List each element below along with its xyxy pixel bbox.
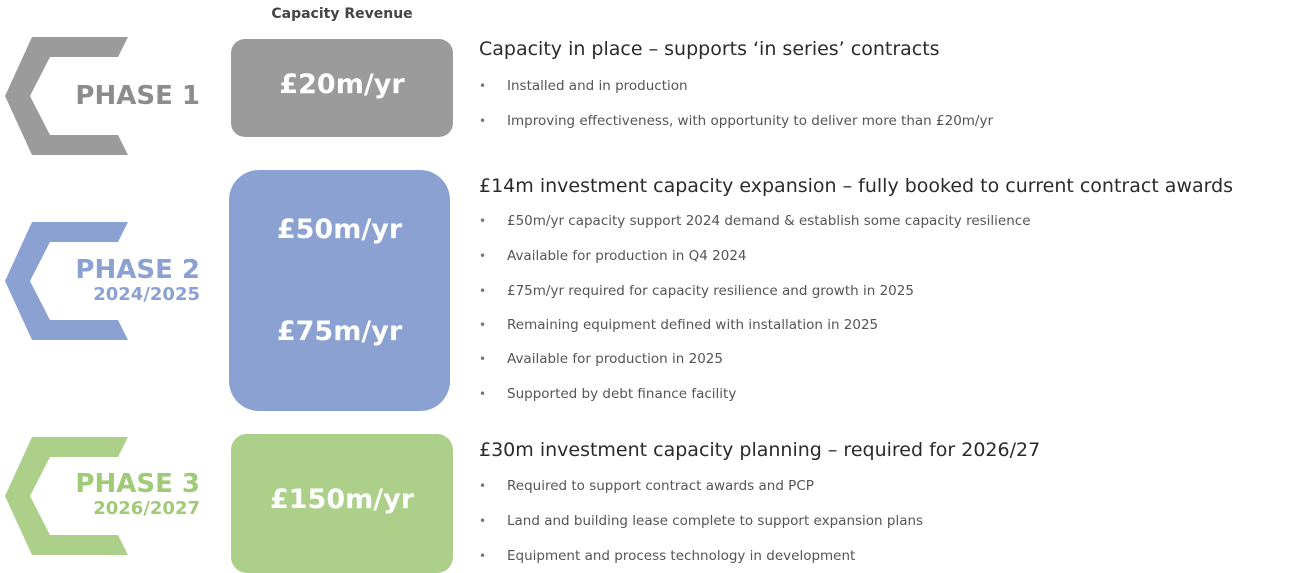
revenue-value: £75m/yr [276, 316, 403, 347]
chevron-shape [5, 222, 128, 340]
column-header: Capacity Revenue [271, 6, 413, 22]
chevron [5, 37, 128, 155]
bullet-text: Available for production in 2025 [507, 351, 723, 367]
bullet-text: Equipment and process technology in deve… [507, 548, 856, 564]
bullet-dot: • [479, 549, 487, 563]
section-heading: £14m investment capacity expansion – ful… [479, 175, 1234, 197]
bullet-dot: • [479, 214, 487, 228]
bullet-dot: • [479, 387, 487, 401]
chevron-shape [5, 37, 128, 155]
bullet-text: £75m/yr required for capacity resilience… [507, 283, 914, 299]
bullet-dot: • [479, 479, 487, 493]
phase-label: PHASE 1 [75, 81, 200, 111]
bullet-text: Required to support contract awards and … [507, 478, 814, 494]
bullet-text: Installed and in production [507, 78, 688, 94]
phase-label: PHASE 2 [75, 255, 200, 285]
bullet-dot: • [479, 114, 487, 128]
bullet-dot: • [479, 79, 487, 93]
bullet-text: Supported by debt finance facility [507, 386, 737, 402]
phase-label: PHASE 3 [75, 469, 200, 499]
bullet-dot: • [479, 249, 487, 263]
revenue-value: £150m/yr [269, 484, 415, 515]
bullet-text: Remaining equipment defined with install… [507, 317, 879, 333]
bullet-text: £50m/yr capacity support 2024 demand & e… [507, 213, 1031, 229]
phase-years: 2026/2027 [93, 498, 200, 519]
revenue-box: £50m/yr £75m/yr [229, 170, 450, 411]
chevron-shape [5, 437, 128, 555]
section-heading: Capacity in place – supports ‘in series’… [479, 38, 940, 60]
section-heading: £30m investment capacity planning – requ… [479, 439, 1041, 461]
revenue-box: £150m/yr [231, 434, 453, 573]
bullet-dot: • [479, 514, 487, 528]
revenue-value: £20m/yr [279, 69, 405, 100]
bullet-text: Land and building lease complete to supp… [507, 513, 924, 529]
revenue-box: £20m/yr [231, 39, 453, 137]
chevron [5, 437, 128, 555]
bullet-text: Available for production in Q4 2024 [507, 248, 747, 264]
chevron [5, 222, 128, 340]
revenue-value: £50m/yr [276, 214, 403, 245]
bullet-text: Improving effectiveness, with opportunit… [507, 113, 994, 129]
bullet-dot: • [479, 284, 487, 298]
bullet-dot: • [479, 318, 487, 332]
bullet-dot: • [479, 352, 487, 366]
phase-years: 2024/2025 [93, 284, 200, 305]
